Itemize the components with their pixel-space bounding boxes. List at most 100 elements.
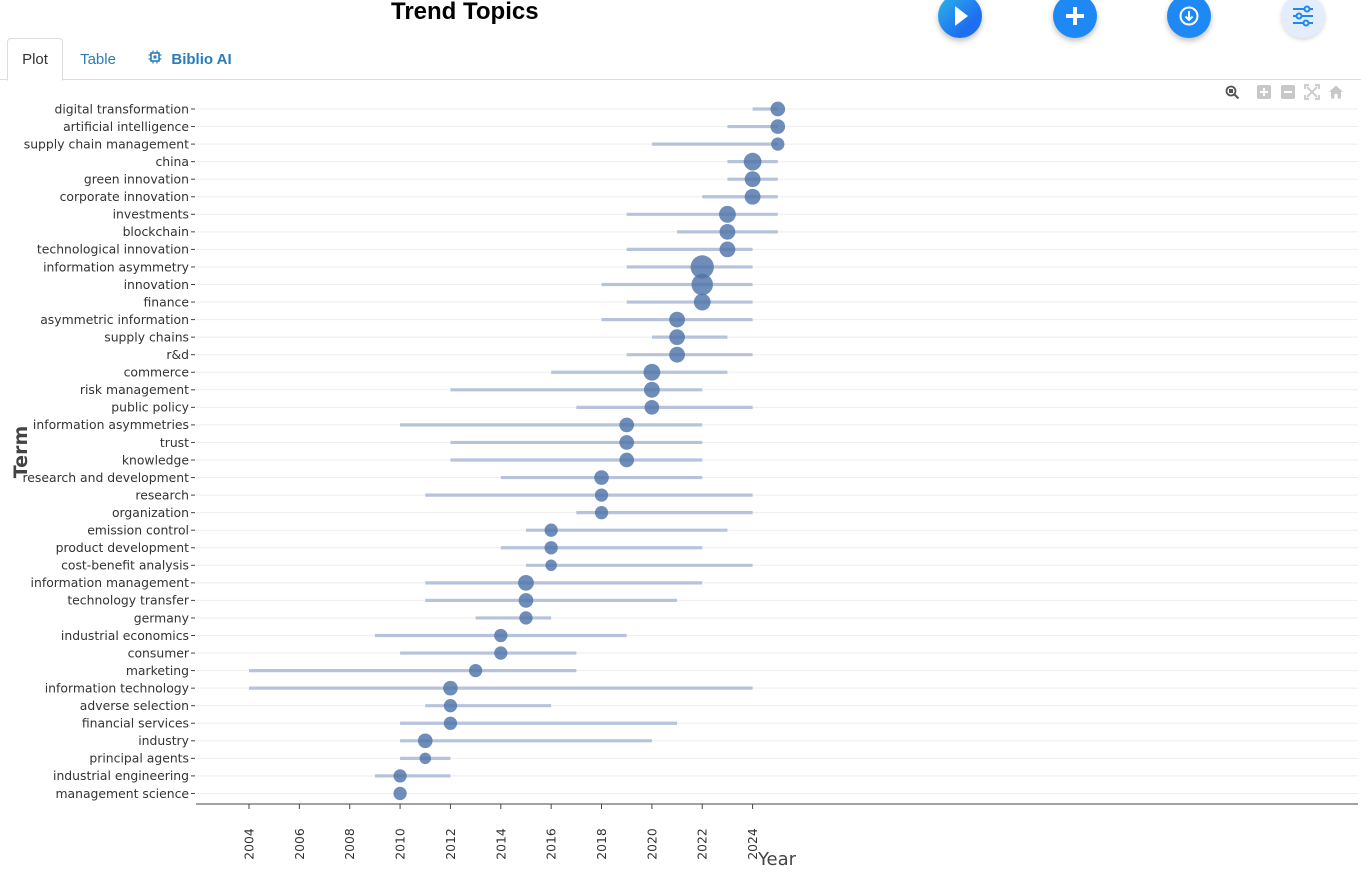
x-tick-label: 2018 bbox=[594, 828, 609, 860]
term-bubble[interactable] bbox=[494, 646, 508, 660]
term-bubble[interactable] bbox=[419, 752, 432, 765]
term-bubble[interactable] bbox=[468, 663, 483, 678]
zoom-icon[interactable] bbox=[1224, 84, 1240, 100]
page-title: Trend Topics bbox=[391, 0, 539, 25]
x-tick-label: 2024 bbox=[745, 828, 760, 860]
y-tick-label: adverse selection bbox=[80, 698, 189, 713]
add-button[interactable] bbox=[1053, 0, 1097, 38]
x-tick-label: 2022 bbox=[695, 828, 710, 860]
plus-icon bbox=[1066, 7, 1084, 25]
term-bubble[interactable] bbox=[519, 611, 533, 625]
y-tick-label: blockchain bbox=[123, 224, 189, 239]
x-tick-label: 2004 bbox=[242, 828, 257, 860]
term-bubble[interactable] bbox=[744, 171, 761, 188]
y-tick-label: investments bbox=[113, 207, 189, 222]
y-tick-label: cost-benefit analysis bbox=[61, 558, 189, 573]
y-tick-label: technology transfer bbox=[67, 593, 190, 608]
term-bubble[interactable] bbox=[690, 255, 714, 279]
term-bubble[interactable] bbox=[494, 628, 508, 643]
y-tick-label: industrial economics bbox=[61, 628, 189, 643]
download-icon bbox=[1179, 6, 1199, 26]
term-bubble[interactable] bbox=[619, 435, 635, 450]
x-tick-label: 2010 bbox=[393, 828, 408, 860]
tab-table[interactable]: Table bbox=[70, 38, 126, 80]
y-tick-label: knowledge bbox=[122, 452, 189, 467]
x-tick-label: 2014 bbox=[493, 828, 508, 860]
tab-biblio-ai[interactable]: Biblio AI bbox=[140, 38, 240, 80]
tab-bar: Plot Table Biblio AI bbox=[0, 38, 1361, 81]
y-tick-label: germany bbox=[134, 610, 189, 625]
tab-plot[interactable]: Plot bbox=[7, 38, 63, 81]
term-bubble[interactable] bbox=[643, 381, 660, 398]
y-tick-label: financial services bbox=[82, 716, 189, 731]
x-axis-title: Year bbox=[757, 849, 797, 870]
tab-biblio-ai-label: Biblio AI bbox=[171, 50, 232, 68]
term-bubble[interactable] bbox=[518, 574, 534, 591]
term-bubble[interactable] bbox=[691, 273, 713, 296]
y-tick-label: public policy bbox=[111, 400, 189, 415]
term-bubble[interactable] bbox=[594, 488, 609, 502]
run-button[interactable] bbox=[938, 0, 982, 38]
options-button[interactable] bbox=[1281, 0, 1325, 38]
term-bubble[interactable] bbox=[594, 506, 609, 520]
x-tick-label: 2016 bbox=[544, 828, 559, 860]
y-tick-label: emission control bbox=[87, 523, 189, 538]
y-tick-label: industrial engineering bbox=[53, 768, 189, 783]
y-tick-label: finance bbox=[143, 294, 189, 309]
sliders-icon bbox=[1293, 5, 1313, 27]
term-bubble[interactable] bbox=[443, 680, 458, 696]
tab-plot-label: Plot bbox=[22, 51, 48, 68]
y-tick-label: digital transformation bbox=[54, 101, 189, 116]
y-tick-label: principal agents bbox=[89, 751, 189, 766]
y-tick-label: technological innovation bbox=[37, 242, 189, 257]
term-bubble[interactable] bbox=[744, 188, 761, 205]
term-bubble[interactable] bbox=[669, 329, 685, 346]
y-tick-label: corporate innovation bbox=[60, 189, 189, 204]
y-tick-label: commerce bbox=[124, 365, 189, 380]
term-bubble[interactable] bbox=[719, 223, 736, 240]
y-tick-label: consumer bbox=[128, 645, 190, 660]
term-bubble[interactable] bbox=[544, 523, 558, 537]
term-bubble[interactable] bbox=[669, 346, 685, 363]
zoom-in-icon[interactable] bbox=[1256, 84, 1272, 100]
term-bubble[interactable] bbox=[443, 716, 458, 730]
term-bubble[interactable] bbox=[544, 541, 558, 555]
term-bubble[interactable] bbox=[693, 293, 711, 311]
zoom-out-icon[interactable] bbox=[1280, 84, 1296, 100]
term-bubble[interactable] bbox=[771, 137, 785, 151]
term-bubble[interactable] bbox=[669, 311, 685, 328]
term-bubble[interactable] bbox=[417, 733, 433, 749]
term-bubble[interactable] bbox=[393, 769, 407, 783]
x-tick-label: 2012 bbox=[443, 828, 458, 860]
term-bubble[interactable] bbox=[393, 786, 407, 801]
y-tick-label: industry bbox=[138, 733, 189, 748]
y-tick-label: artificial intelligence bbox=[63, 119, 189, 134]
y-tick-label: research bbox=[135, 487, 189, 502]
term-bubble[interactable] bbox=[719, 241, 736, 258]
download-button[interactable] bbox=[1167, 0, 1211, 38]
autoscale-icon[interactable] bbox=[1304, 84, 1320, 100]
term-bubble[interactable] bbox=[770, 119, 786, 134]
y-tick-label: information technology bbox=[45, 680, 189, 695]
y-tick-label: supply chains bbox=[104, 329, 189, 344]
term-bubble[interactable] bbox=[619, 452, 635, 468]
reset-home-icon[interactable] bbox=[1328, 84, 1344, 100]
term-bubble[interactable] bbox=[644, 400, 660, 415]
y-tick-label: management science bbox=[55, 786, 189, 801]
term-bubble[interactable] bbox=[743, 152, 762, 171]
term-bubble[interactable] bbox=[770, 101, 786, 117]
y-axis-title: Term bbox=[10, 426, 32, 479]
term-bubble[interactable] bbox=[643, 363, 661, 381]
x-tick-label: 2008 bbox=[342, 828, 357, 860]
y-tick-label: product development bbox=[56, 540, 189, 555]
y-tick-label: information asymmetry bbox=[43, 259, 189, 274]
term-bubble[interactable] bbox=[594, 470, 609, 485]
term-bubble[interactable] bbox=[443, 699, 458, 713]
y-tick-label: information asymmetries bbox=[33, 417, 189, 432]
term-bubble[interactable] bbox=[518, 593, 534, 608]
term-bubble[interactable] bbox=[619, 417, 635, 433]
term-bubble[interactable] bbox=[545, 559, 557, 572]
y-tick-label: marketing bbox=[126, 663, 189, 678]
term-bubble[interactable] bbox=[719, 205, 736, 223]
y-tick-label: green innovation bbox=[84, 172, 189, 187]
